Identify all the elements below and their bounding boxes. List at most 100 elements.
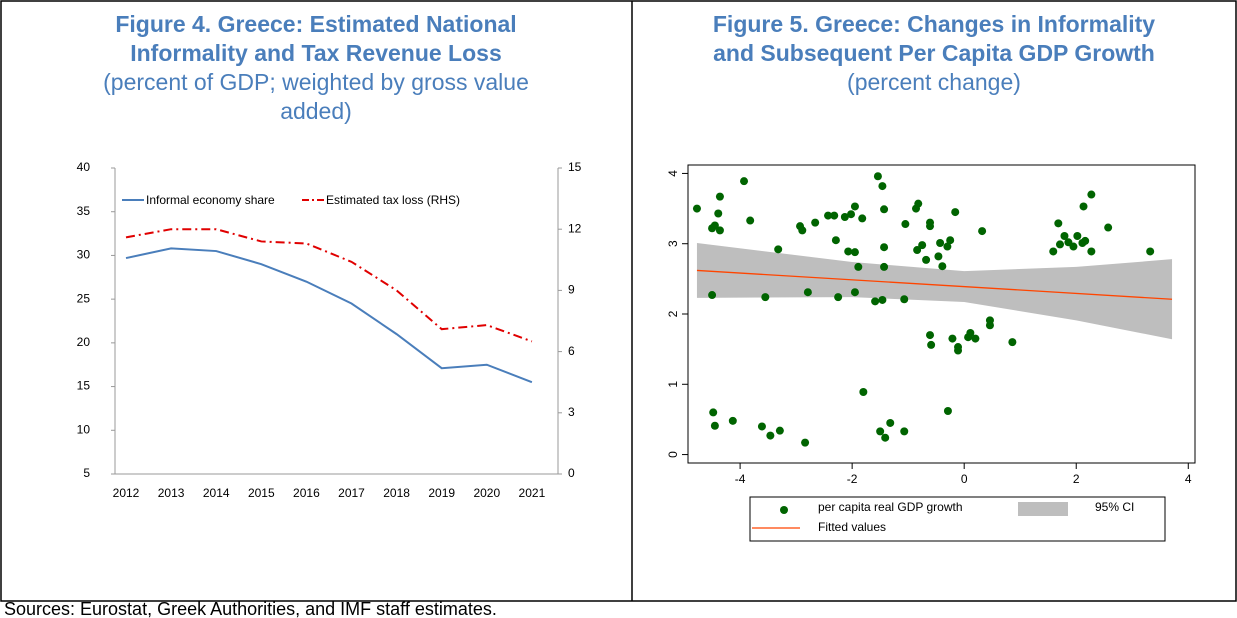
scatter-point [746, 216, 755, 225]
y-tick-label: 25 [77, 291, 91, 305]
scatter-point [850, 248, 859, 257]
y-tick-label: 40 [77, 160, 91, 174]
scatter-point [880, 243, 889, 252]
scatter-point [1087, 247, 1096, 256]
chart-title: Informality and Tax Revenue Loss [130, 40, 502, 66]
scatter-point [850, 202, 859, 211]
scatter-point [948, 334, 957, 343]
scatter-point [938, 262, 947, 271]
chart-title: and Subsequent Per Capita GDP Growth [713, 40, 1155, 66]
scatter-point [858, 214, 867, 223]
y-tick-label: 2 [666, 310, 680, 317]
y2-tick-label: 0 [568, 466, 575, 480]
y-tick-label: 20 [77, 335, 91, 349]
x-tick-label: 2013 [158, 486, 185, 500]
y-tick-label: 0 [666, 451, 680, 458]
scatter-point [1049, 247, 1058, 256]
y2-tick-label: 9 [568, 283, 575, 297]
legend-label: per capita real GDP growth [818, 500, 963, 514]
x-tick-label: 4 [1185, 472, 1192, 486]
scatter-point [831, 236, 840, 245]
y2-tick-label: 6 [568, 344, 575, 358]
scatter-point [954, 346, 963, 355]
scatter-point [913, 246, 922, 255]
legend-label: Informal economy share [146, 193, 275, 207]
x-tick-label: 2019 [428, 486, 455, 500]
scatter-point [912, 204, 921, 213]
scatter-point [715, 192, 724, 201]
x-tick-label: 2015 [248, 486, 275, 500]
chart-title: Figure 4. Greece: Estimated National [115, 11, 516, 37]
data-line [125, 228, 533, 343]
scatter-point [801, 438, 810, 447]
y-tick-label: 30 [77, 248, 91, 262]
scatter-point [859, 388, 868, 397]
y-tick-label: 4 [666, 170, 680, 177]
scatter-point [844, 247, 853, 256]
scatter-point [728, 416, 737, 425]
scatter-point [714, 209, 723, 218]
scatter-point [1055, 240, 1064, 249]
y-tick-label: 10 [77, 422, 91, 436]
scatter-point [927, 340, 936, 349]
scatter-point [886, 418, 895, 427]
scatter-point [878, 295, 887, 304]
scatter-point [926, 222, 935, 231]
y-tick-label: 15 [77, 379, 91, 393]
scatter-point [926, 331, 935, 340]
legend-label: Fitted values [818, 520, 886, 534]
scatter-point [798, 226, 807, 235]
x-tick-label: 2020 [473, 486, 500, 500]
y2-tick-label: 3 [568, 405, 575, 419]
x-tick-label: 2021 [519, 486, 546, 500]
scatter-point [1060, 231, 1069, 240]
scatter-point [873, 172, 882, 181]
fitted-line [696, 269, 1173, 300]
frame [0, 0, 1237, 602]
scatter-point [740, 177, 749, 186]
x-tick-label: 2018 [383, 486, 410, 500]
scatter-point [978, 227, 987, 236]
chart-subtitle: (percent of GDP; weighted by gross value [103, 69, 529, 95]
scatter-point [774, 245, 783, 254]
legend-swatch [780, 506, 788, 514]
scatter-point [715, 226, 724, 235]
scatter-point [876, 427, 885, 436]
scatter-point [1054, 219, 1063, 228]
chart-subtitle: (percent change) [847, 69, 1021, 95]
scatter-point [881, 433, 890, 442]
scatter-point [692, 204, 701, 213]
x-tick-label: 2 [1073, 472, 1080, 486]
scatter-point [951, 208, 960, 217]
scatter-point [803, 288, 812, 297]
scatter-point [709, 408, 718, 417]
scatter-point [878, 182, 887, 191]
scatter-point [1073, 231, 1082, 240]
scatter-point [1087, 190, 1096, 199]
scatter-point [901, 220, 910, 229]
data-line [125, 247, 533, 384]
scatter-point [834, 293, 843, 302]
chart-subtitle: added) [280, 98, 352, 124]
y-tick-label: 1 [666, 381, 680, 388]
scatter-point [946, 236, 955, 245]
legend-label: Estimated tax loss (RHS) [326, 193, 460, 207]
scatter-point [971, 334, 980, 343]
x-tick-label: 2014 [203, 486, 230, 500]
source-note: Sources: Eurostat, Greek Authorities, an… [4, 599, 497, 618]
legend-box [749, 496, 1166, 542]
scatter-point [710, 421, 719, 430]
scatter-point [1146, 247, 1155, 256]
scatter-point [1069, 242, 1078, 251]
x-tick-label: 0 [961, 472, 968, 486]
scatter-point [1081, 236, 1090, 245]
y2-tick-label: 12 [568, 221, 582, 235]
scatter-point [850, 288, 859, 297]
scatter-point [830, 211, 839, 220]
x-tick-label: 2017 [338, 486, 365, 500]
scatter-point [708, 291, 717, 300]
scatter-point [1008, 338, 1017, 347]
y-tick-label: 35 [77, 204, 91, 218]
scatter-point [918, 241, 927, 250]
scatter-point [880, 262, 889, 271]
